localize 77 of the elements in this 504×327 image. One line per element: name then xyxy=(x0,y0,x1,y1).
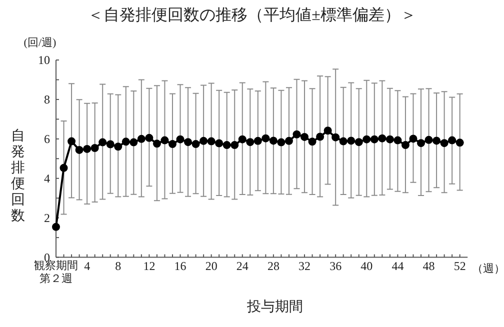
point xyxy=(145,134,154,142)
point xyxy=(238,135,246,144)
point xyxy=(409,134,418,143)
y-tick-label: 2 xyxy=(44,210,50,225)
point xyxy=(448,136,456,144)
point xyxy=(432,136,441,145)
chart-title: ＜自発排便回数の推移（平均値±標準偏差）＞ xyxy=(88,6,416,24)
x-tick-label: 8 xyxy=(114,259,122,274)
point xyxy=(386,135,394,144)
point xyxy=(456,138,464,147)
point xyxy=(308,138,316,146)
point xyxy=(292,130,301,138)
point xyxy=(176,135,184,144)
point xyxy=(90,144,99,152)
point xyxy=(246,138,254,146)
point xyxy=(222,141,231,150)
point xyxy=(122,138,130,146)
point xyxy=(339,137,348,146)
point xyxy=(417,139,426,148)
x-tick-label: 36 xyxy=(328,259,343,274)
point xyxy=(152,140,161,148)
text: （週） xyxy=(472,263,504,275)
point xyxy=(192,140,200,148)
point xyxy=(83,144,92,153)
point xyxy=(284,136,293,145)
point xyxy=(184,138,192,146)
y-axis-title: 自発排便回数 xyxy=(11,128,25,224)
point xyxy=(114,142,122,151)
point xyxy=(324,126,332,135)
x-tick-label: 20 xyxy=(204,259,218,274)
x-tick-label: 32 xyxy=(298,259,312,274)
x-tick-label: 40 xyxy=(360,259,374,274)
point xyxy=(262,134,270,142)
point xyxy=(160,136,169,144)
point xyxy=(75,146,84,154)
x-tick-label: 24 xyxy=(235,259,250,274)
y-tick-label: 8 xyxy=(44,92,50,106)
point xyxy=(200,136,208,145)
x-tick-label: 観察期間第２週 xyxy=(33,260,79,286)
point xyxy=(370,135,378,144)
point xyxy=(60,164,68,172)
x-tick-label: 52 xyxy=(454,259,466,274)
text: (回/週) xyxy=(24,37,57,49)
point xyxy=(332,133,340,142)
point xyxy=(254,136,262,145)
point xyxy=(440,139,448,148)
point xyxy=(68,137,76,146)
point xyxy=(277,138,286,146)
point xyxy=(354,138,363,146)
point xyxy=(215,139,224,148)
point xyxy=(424,136,433,144)
point xyxy=(362,135,371,144)
point xyxy=(394,136,402,144)
y-tick-label: 10 xyxy=(38,53,50,67)
point xyxy=(300,132,309,141)
point xyxy=(130,138,138,146)
x-tick-label: 16 xyxy=(173,259,188,274)
y-tick-label: 4 xyxy=(44,171,50,186)
x-tick-label: 44 xyxy=(390,259,405,274)
point xyxy=(106,140,114,148)
point xyxy=(347,136,356,145)
y-tick-label: 6 xyxy=(44,132,50,146)
point xyxy=(316,132,324,141)
x-tick-label: 4 xyxy=(84,259,90,274)
point xyxy=(230,141,239,150)
x-tick-label: 12 xyxy=(142,259,156,274)
x-tick-label: 28 xyxy=(266,259,280,274)
point xyxy=(378,134,386,142)
x-axis-title: 投与期間 xyxy=(246,299,303,315)
point xyxy=(137,134,146,143)
point xyxy=(207,137,216,146)
point xyxy=(168,140,176,148)
point xyxy=(269,136,278,145)
x-tick-label: 48 xyxy=(422,259,436,274)
point xyxy=(52,222,60,231)
point xyxy=(98,138,107,146)
point xyxy=(401,141,410,150)
